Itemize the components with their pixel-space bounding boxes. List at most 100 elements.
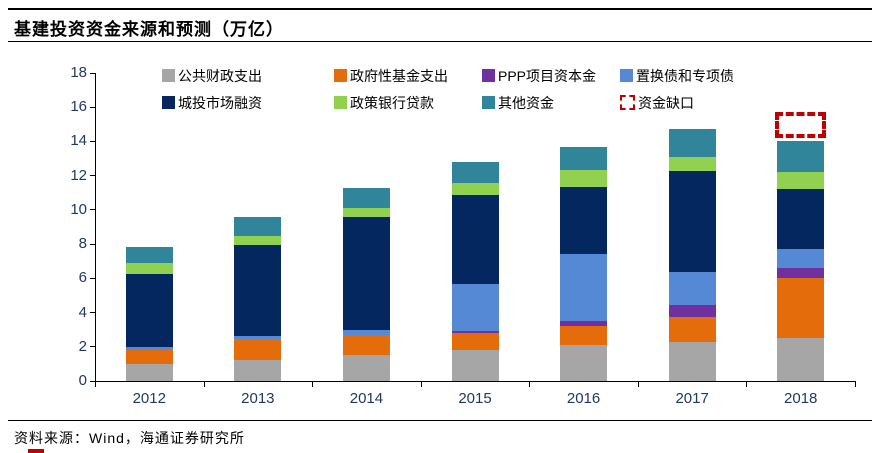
legend-swatch-icon (620, 69, 633, 82)
source-note: 资料来源：Wind，海通证券研究所 (14, 430, 245, 446)
y-tick-label: 14 (70, 132, 87, 150)
bar-segment-lightblue (125, 346, 173, 351)
bar-segment-navy (342, 216, 390, 330)
y-tick-mark (90, 106, 95, 108)
legend-item: 政策银行贷款 (334, 93, 482, 113)
bar-segment-lightblue (234, 335, 282, 340)
bar-segment-navy (668, 170, 716, 272)
x-category-label: 2014 (349, 390, 384, 407)
bar-segment-gray (451, 350, 499, 381)
y-tick-mark (90, 175, 95, 177)
y-tick-label: 2 (78, 337, 87, 355)
bar-segment-gray (668, 341, 716, 381)
bar-segment-teal (451, 162, 499, 184)
bar-segment-gray (342, 355, 390, 381)
bar-segment-gray (234, 360, 282, 381)
legend-item: 资金缺口 (620, 93, 734, 113)
legend-item: 城投市场融资 (162, 93, 334, 113)
legend-item: 置换债和专项债 (620, 66, 734, 86)
bar-segment-gray (560, 345, 608, 381)
legend-swatch-icon (334, 69, 347, 82)
bar-segment-orange (451, 333, 499, 351)
legend-swatch-icon (162, 69, 175, 82)
bar-2014 (342, 73, 390, 381)
bottom-rule (8, 420, 872, 421)
y-tick-mark (90, 243, 95, 245)
legend-item: 公共财政支出 (162, 66, 334, 86)
x-tick-mark (529, 381, 531, 387)
bar-segment-green (451, 183, 499, 196)
y-tick-label: 12 (70, 166, 87, 184)
legend-label: 置换债和专项债 (636, 67, 734, 84)
legend-label: 政府性基金支出 (350, 67, 448, 84)
y-tick-mark (90, 209, 95, 211)
bar-segment-gray (777, 338, 825, 381)
legend-item: 其他资金 (482, 93, 620, 113)
x-tick-mark (420, 381, 422, 387)
legend-label: PPP项目资本金 (498, 67, 597, 84)
x-tick-mark (746, 381, 748, 387)
bar-2016 (560, 73, 608, 381)
y-tick-label: 18 (70, 64, 87, 81)
bar-segment-lightblue (451, 284, 499, 332)
footer-red-mark (28, 449, 44, 453)
bar-segment-navy (125, 274, 173, 347)
x-category-label: 2013 (241, 390, 275, 407)
legend-label: 城投市场融资 (178, 94, 262, 111)
bar-segment-teal (125, 246, 173, 263)
bar-segment-purple (451, 331, 499, 334)
legend-swatch-icon (162, 96, 175, 109)
x-tick-mark (203, 381, 205, 387)
legend-label: 其他资金 (498, 94, 554, 111)
bar-2018 (777, 73, 825, 381)
bar-segment-purple (668, 304, 716, 317)
bar-2013 (234, 73, 282, 381)
bar-segment-orange (777, 278, 825, 339)
bar-segment-orange (342, 334, 390, 356)
bar-segment-green (777, 172, 825, 190)
bar-segment-purple (777, 268, 825, 279)
bar-2015 (451, 73, 499, 381)
bar-segment-navy (777, 189, 825, 250)
legend-swatch-icon (482, 69, 495, 82)
bar-segment-green (668, 156, 716, 171)
y-tick-label: 6 (78, 269, 87, 287)
bar-segment-lightblue (668, 271, 716, 305)
legend-item: PPP项目资本金 (482, 66, 620, 86)
y-tick-label: 16 (70, 98, 87, 116)
y-tick-mark (90, 277, 95, 279)
x-category-label: 2017 (675, 390, 709, 407)
bar-segment-orange (234, 339, 282, 361)
bar-segment-teal (342, 187, 390, 209)
bar-segment-gray (125, 363, 173, 381)
bar-2012 (125, 73, 173, 381)
legend-swatch-icon (482, 96, 495, 109)
x-tick-mark (95, 381, 96, 387)
y-tick-label: 10 (70, 200, 87, 218)
x-tick-mark (855, 381, 856, 387)
x-tick-mark (312, 381, 314, 387)
y-tick-mark (90, 346, 95, 348)
title-rule (8, 41, 872, 42)
bar-segment-navy (451, 195, 499, 285)
bar-segment-green (125, 262, 173, 275)
x-category-label: 2016 (566, 390, 601, 407)
legend-label: 政策银行贷款 (350, 94, 434, 111)
bar-segment-lightblue (342, 329, 390, 335)
funding-gap-box (775, 112, 827, 138)
y-tick-mark (90, 312, 95, 314)
top-rule (8, 8, 872, 10)
bar-segment-teal (234, 216, 282, 237)
bar-segment-green (560, 169, 608, 187)
bar-segment-navy (234, 244, 282, 336)
y-tick-mark (90, 72, 95, 74)
bar-segment-purple (560, 321, 608, 327)
x-category-label: 2012 (132, 390, 166, 407)
page-title: 基建投资资金来源和预测（万亿） (14, 20, 284, 39)
bar-segment-lightblue (777, 249, 825, 269)
bar-segment-navy (560, 186, 608, 255)
legend-dashed-swatch-icon (620, 95, 635, 110)
y-tick-mark (90, 140, 95, 142)
legend-item: 政府性基金支出 (334, 66, 482, 86)
